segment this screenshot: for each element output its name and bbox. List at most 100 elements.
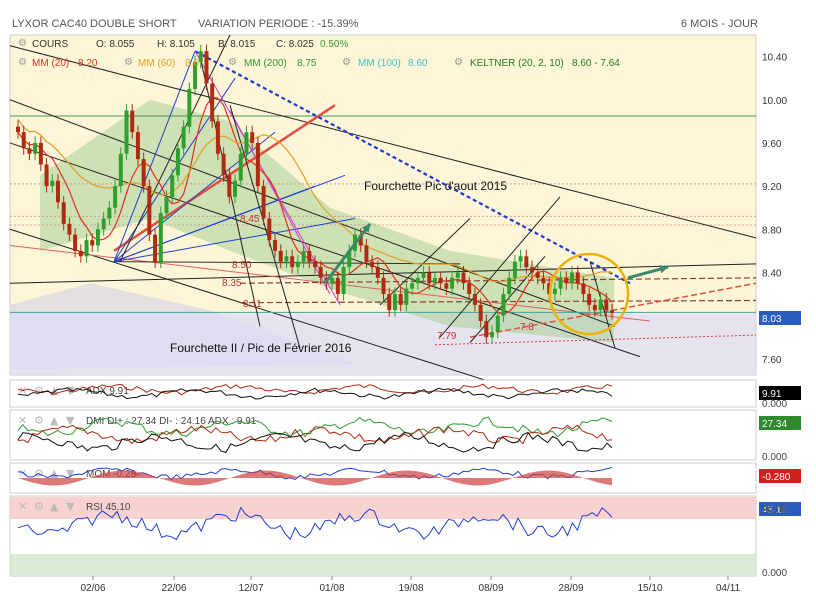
candle-body [364,245,369,262]
indicator-series [17,387,613,400]
resistance-line-aout [9,45,757,239]
arrow-up-left [323,222,372,285]
x-tick-label: 15/10 [637,583,662,594]
candle-body [421,272,426,278]
candle-body [495,315,500,332]
indicator-series [17,431,613,454]
indicator-axis-label: 80.00 [762,505,787,516]
period-label: 6 MOIS - JOUR [681,18,758,30]
legend-mm60: MM (60) [138,58,175,69]
candle-body [341,267,346,295]
candle-body [215,121,220,154]
gear-icon: ⚙ [18,38,27,49]
candle-body [130,110,135,133]
candle-body [198,51,203,62]
indicator-axis-label: 0.000 [762,568,787,579]
candle-body [301,250,306,262]
legend-mm200-value: 8.75 [297,58,317,69]
candle-body [318,267,323,278]
candle-body [415,277,420,284]
candle-body [461,272,466,284]
candle-body [432,277,437,284]
level-779 [434,334,757,346]
rsi-overbought-zone [10,497,756,519]
candle-body [73,234,78,251]
candle-body [484,321,489,338]
candle-body [164,196,169,214]
candle-body [541,277,546,284]
candle-body [221,153,226,176]
candle-body [501,294,506,316]
arrow-up-icon: ▲ [50,500,59,513]
candle-body [535,272,540,278]
arrow-down-icon: ▼ [66,414,75,427]
candle-body [227,175,232,197]
candle-body [587,294,592,305]
candle-body [181,126,186,149]
x-tick-label: 12/07 [238,583,263,594]
annotation-fourchette-aout: Fourchette Pic d'aout 2015 [364,179,507,193]
candle-body [467,283,472,295]
candle-body [552,288,557,295]
candle-body [44,164,49,187]
channel-line-lower [9,228,521,392]
fan-line [113,51,196,262]
indicator-value-tag [759,502,801,516]
legend: ⚙ COURS O: 8.055 H: 8.105 B: 8.015 C: 8.… [18,38,620,69]
channel-line-mid [9,99,616,327]
indicator-axis-label: 0.000 [762,452,787,463]
gear-icon: ⚙ [34,414,44,427]
candle-body [255,142,260,187]
dotted-resistance [194,50,631,285]
candle-body [330,277,335,284]
candle-body [398,294,403,305]
candle-body [478,304,483,322]
legend-close: C: 8.025 [276,39,314,50]
indicator-panel-dmi [9,409,757,461]
y-tick-label: 8.80 [762,225,782,236]
candle-body [307,250,312,262]
indicator-value-tag [759,469,801,483]
candle-body [558,277,563,289]
candle-body [610,310,614,313]
last-price-tag: 8.03 [759,311,801,325]
candle-body [27,148,32,154]
channel-line-upper [9,142,641,358]
candle-body [507,277,512,295]
candle-body [250,132,255,143]
candle-body [518,256,523,262]
y-tick-label: 9.20 [762,182,782,193]
trend-line-steep [119,34,231,262]
candle-body [55,180,60,203]
indicator-value: 27.34 [762,419,787,430]
gear-icon: ⚙ [342,57,351,68]
candle-body [375,267,380,278]
level-label-850: 8.50 [232,260,252,271]
indicator-value-tag [759,416,801,430]
candle-body [455,272,460,278]
rsi-oversold-zone [10,554,756,575]
candle-body [233,180,238,197]
candle-body [175,148,180,176]
arrow-down-icon: ▼ [66,500,75,513]
indicator-series [17,416,613,438]
candle-body [33,142,38,154]
x-tick-label: 22/06 [161,583,186,594]
gear-icon: ⚙ [34,500,44,513]
x-tick-label: 01/08 [319,583,344,594]
candle-body [581,283,586,295]
indicator-value: -0.280 [762,472,791,483]
candle-body [290,256,295,268]
close-icon: ✕ [18,414,27,427]
candle-body [604,299,609,311]
instrument-title: LYXOR CAC40 DOUBLE SHORT [12,18,177,30]
trend-line-steep [229,105,301,349]
candle-body [261,186,266,219]
candle-body [524,256,529,268]
candle-body [387,294,392,311]
candle-body [472,294,477,305]
candle-body [358,234,363,246]
gear-icon: ⚙ [18,57,27,68]
candle-body [450,277,455,289]
legend-low: B: 8.015 [218,39,256,50]
